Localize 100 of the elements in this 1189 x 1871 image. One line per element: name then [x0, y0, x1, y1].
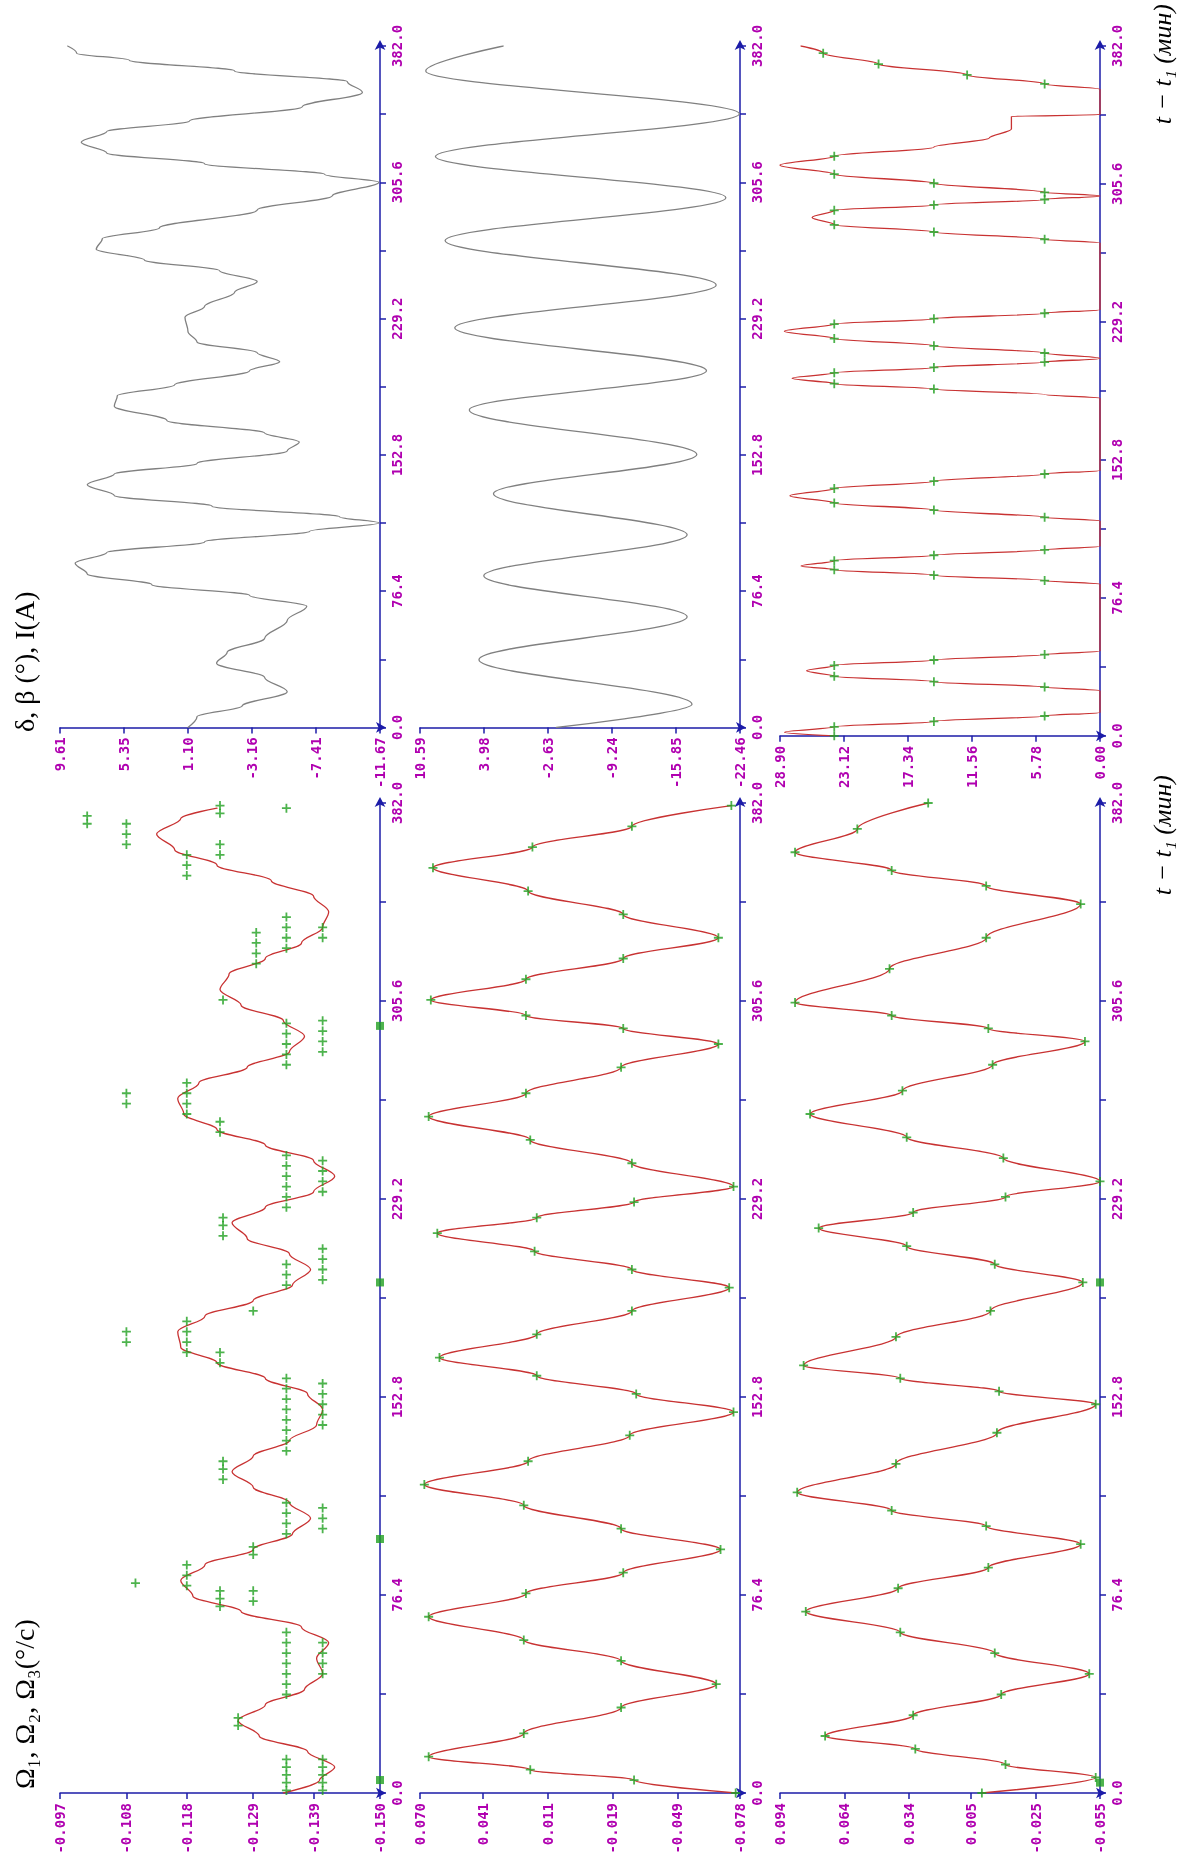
y-tick-label: 382.0	[389, 781, 405, 825]
point	[962, 70, 972, 80]
y-tick-label: 76.4	[1109, 581, 1125, 615]
point	[994, 1386, 1004, 1396]
y-tick-label: 152.8	[1109, 1375, 1125, 1419]
point	[895, 1373, 905, 1383]
point	[711, 1679, 721, 1689]
point	[724, 1283, 734, 1293]
point	[616, 1062, 626, 1072]
y-tick-label: 382.0	[389, 24, 405, 68]
point	[988, 1060, 998, 1070]
x-tick-label: 28.90	[772, 745, 788, 789]
x-tick-label: 0.094	[772, 1803, 788, 1846]
x-tick-label: -0.108	[118, 1803, 135, 1854]
point	[829, 722, 839, 732]
y-axis-title: t − t₁ (мин)	[1147, 775, 1177, 896]
y-tick-label: 229.2	[389, 1177, 405, 1221]
point	[792, 1487, 802, 1497]
y-tick-label: 229.2	[1109, 300, 1125, 344]
y-tick-label: 0.0	[749, 714, 765, 741]
x-tick-label: -0.049	[669, 1803, 686, 1854]
point	[929, 677, 939, 687]
x-tick-label: -3.16	[244, 737, 261, 780]
y-tick-label: 0.0	[389, 1780, 405, 1806]
y-tick-label: 0.0	[749, 1780, 765, 1806]
point	[1040, 348, 1050, 358]
point	[910, 1744, 920, 1754]
y-tick-label: 305.6	[1109, 979, 1125, 1023]
point	[432, 1228, 442, 1238]
point	[929, 550, 939, 560]
point	[532, 1329, 542, 1339]
x-tick-label: 10.59	[412, 737, 428, 780]
point	[829, 368, 839, 378]
y-tick-label: 382.0	[749, 781, 765, 825]
point	[923, 798, 933, 808]
point	[713, 1039, 723, 1049]
x-tick-label: -11.67	[372, 737, 388, 789]
point	[1040, 682, 1050, 692]
point	[428, 863, 438, 873]
point	[1076, 899, 1086, 909]
point	[1040, 357, 1050, 367]
point	[814, 1223, 824, 1233]
y-tick-label: 382.0	[1109, 781, 1125, 825]
point	[829, 671, 839, 681]
point	[376, 1776, 384, 1785]
y-tick-label: 76.4	[389, 574, 405, 608]
x-tick-label: 23.12	[836, 745, 852, 789]
point	[829, 169, 839, 179]
point	[929, 505, 939, 515]
point	[929, 570, 939, 580]
point	[1040, 469, 1050, 479]
y-tick-label: 0.0	[1109, 1780, 1125, 1806]
y-tick-label: 76.4	[749, 574, 765, 608]
y-tick-label: 229.2	[1109, 1177, 1125, 1221]
y-tick-label: 382.0	[1109, 24, 1125, 68]
x-tick-label: -0.097	[52, 1803, 68, 1854]
point	[629, 1197, 639, 1207]
x-tick-label: -0.025	[1027, 1803, 1044, 1854]
point	[895, 1627, 905, 1637]
point	[525, 1135, 535, 1145]
point	[929, 476, 939, 486]
point	[992, 1428, 1002, 1438]
point	[929, 384, 939, 394]
point	[981, 933, 991, 943]
x-tick-label: -7.41	[307, 737, 324, 780]
x-tick-label: 0.00	[1092, 745, 1108, 780]
point	[829, 220, 839, 230]
point	[426, 995, 436, 1005]
y-tick-label: 229.2	[749, 297, 765, 340]
x-tick-label: -0.139	[305, 1803, 322, 1854]
point	[631, 1389, 641, 1399]
point	[829, 205, 839, 215]
x-tick-label: 1.10	[179, 737, 196, 772]
point	[1040, 308, 1050, 318]
y-tick-label: 152.8	[749, 433, 765, 476]
point	[1040, 79, 1050, 89]
point	[829, 556, 839, 566]
point	[1040, 545, 1050, 555]
point	[887, 865, 897, 875]
point	[929, 178, 939, 188]
point	[829, 565, 839, 575]
x-tick-label: 0.064	[836, 1803, 853, 1846]
y-tick-label: 152.8	[389, 1375, 405, 1419]
x-tick-label: -0.150	[372, 1803, 388, 1854]
x-tick-label: -0.118	[178, 1803, 195, 1854]
point	[1040, 234, 1050, 244]
x-tick-label: -15.85	[668, 737, 684, 789]
x-tick-label: 3.98	[476, 737, 492, 772]
point	[990, 1648, 1000, 1658]
text: δ, β (°), I(A)	[8, 591, 40, 732]
x-tick-label: -22.46	[732, 737, 748, 789]
point	[805, 1109, 815, 1119]
x-tick-label: 0.005	[963, 1803, 980, 1846]
point	[908, 1710, 918, 1720]
point	[891, 1332, 901, 1342]
point	[929, 200, 939, 210]
point	[829, 731, 839, 741]
y-axis-title: t − t₁ (мин)	[1147, 4, 1177, 125]
point	[929, 227, 939, 237]
point	[929, 314, 939, 324]
